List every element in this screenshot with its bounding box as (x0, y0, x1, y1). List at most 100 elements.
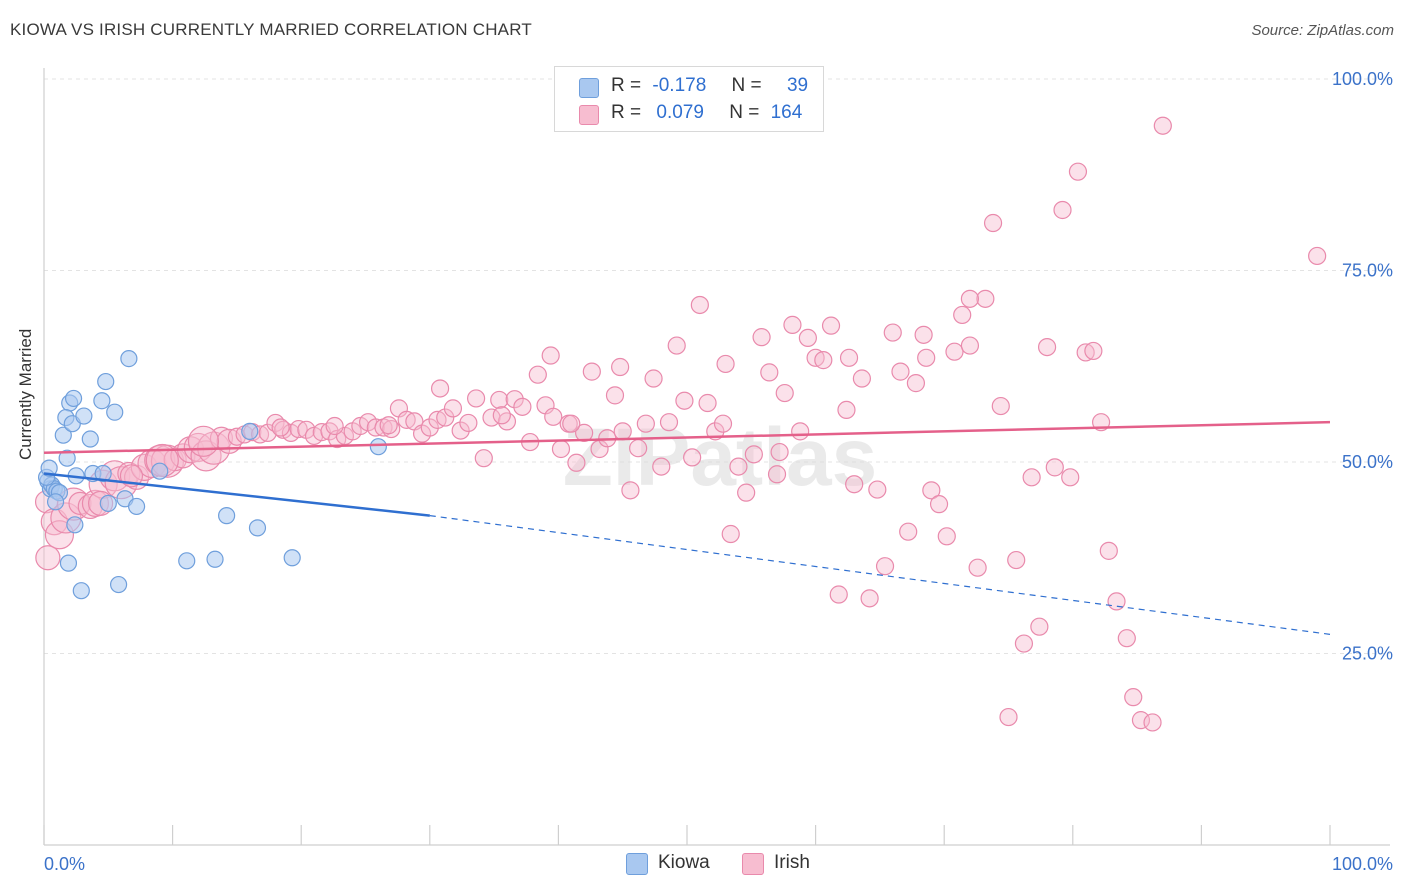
irish-point (821, 316, 841, 335)
irish-point (1007, 550, 1026, 570)
axes (43, 68, 1390, 846)
irish-point (44, 520, 75, 550)
irish-point (1099, 541, 1118, 560)
irish-point (1045, 458, 1064, 477)
kiowa-point (72, 582, 90, 600)
irish-point (914, 325, 933, 344)
irish-point (644, 369, 663, 388)
irish-point (837, 400, 856, 420)
irish-point (513, 397, 532, 416)
y-tick-label: 50.0% (1342, 452, 1393, 472)
irish-point (667, 336, 686, 355)
irish-point (562, 414, 581, 433)
irish-point (875, 557, 895, 576)
kiowa-point (218, 507, 236, 525)
irish-point (1068, 162, 1088, 181)
kiowa-point (369, 438, 387, 456)
irish-point (1143, 713, 1162, 732)
irish-point (852, 369, 871, 388)
kiowa-r-value: -0.178 (652, 75, 707, 96)
irish-point (945, 342, 964, 361)
irish-point (466, 389, 486, 408)
irish-point (922, 481, 941, 500)
irish-point (436, 408, 455, 427)
irish-point (860, 589, 879, 608)
chart-source: Source: ZipAtlas.com (1251, 22, 1394, 39)
irish-point (960, 336, 980, 355)
kiowa-point (93, 392, 111, 410)
irish-point (937, 527, 956, 546)
irish-point (899, 522, 918, 541)
irish-point (752, 328, 771, 347)
kiowa-point (66, 516, 84, 534)
kiowa-point (178, 552, 196, 570)
irish-point (289, 419, 308, 439)
irish-point (544, 407, 563, 426)
kiowa-swatch (579, 78, 599, 98)
kiowa-point (106, 403, 124, 421)
kiowa-point (64, 389, 83, 408)
irish-point (35, 545, 61, 571)
irish-point (1022, 468, 1041, 487)
irish-point (760, 363, 779, 382)
irish-point (474, 449, 493, 468)
irish-point (775, 383, 794, 403)
irish-point (1037, 338, 1057, 357)
irish-point (490, 390, 509, 410)
trend-lines (43, 420, 1331, 635)
irish-point (999, 707, 1018, 727)
irish-n-label: N = (729, 102, 760, 123)
kiowa-point (241, 422, 259, 440)
irish-point (1030, 617, 1049, 636)
irish-point (917, 348, 936, 367)
irish-point (976, 289, 995, 308)
irish-point (451, 421, 470, 440)
irish-swatch (579, 105, 599, 125)
y-tick-label: 75.0% (1342, 261, 1393, 281)
irish-legend-label: Irish (774, 852, 810, 873)
irish-point (1131, 711, 1151, 730)
irish-point (443, 399, 463, 418)
irish-point (582, 362, 601, 381)
irish-point (683, 448, 702, 467)
legend-box: R = -0.178 N = 39 R = 0.079 N = 164 (554, 66, 824, 132)
kiowa-point (109, 575, 128, 594)
x-tick-label: 100.0% (1332, 854, 1393, 874)
irish-point (716, 354, 735, 374)
kiowa-point (94, 464, 112, 483)
irish-point (868, 480, 887, 499)
kiowa-point (81, 430, 99, 448)
irish-point (968, 558, 987, 577)
kiowa-points (37, 349, 387, 600)
kiowa-point (206, 550, 224, 568)
irish-point (430, 379, 450, 398)
irish-point (829, 585, 848, 604)
irish-point (541, 346, 560, 365)
irish-point (397, 410, 416, 429)
irish-point (271, 418, 290, 437)
irish-point (505, 390, 524, 409)
kiowa-legend-label: Kiowa (658, 852, 710, 873)
kiowa-point (58, 449, 76, 467)
irish-point (729, 457, 748, 476)
kiowa-point (99, 494, 117, 512)
irish-point (983, 213, 1003, 233)
irish-point (1061, 468, 1080, 487)
kiowa-n-value: 39 (786, 75, 809, 96)
irish-point (767, 465, 787, 484)
irish-point (675, 391, 694, 410)
irish-point (1153, 116, 1172, 135)
irish-point (737, 483, 756, 502)
irish-point (883, 323, 902, 342)
irish-r-value: 0.079 (656, 102, 704, 123)
irish-point (1308, 246, 1327, 266)
kiowa-legend-swatch (626, 853, 648, 875)
irish-point (187, 425, 220, 457)
irish-point (379, 416, 398, 435)
kiowa-point (54, 426, 72, 444)
irish-point (839, 348, 859, 367)
irish-point (744, 445, 763, 464)
tick-labels: 100.0% 75.0% 50.0% 25.0% 0.0% 100.0% (44, 69, 1393, 874)
irish-point (798, 328, 817, 348)
irish-point (1084, 341, 1103, 361)
